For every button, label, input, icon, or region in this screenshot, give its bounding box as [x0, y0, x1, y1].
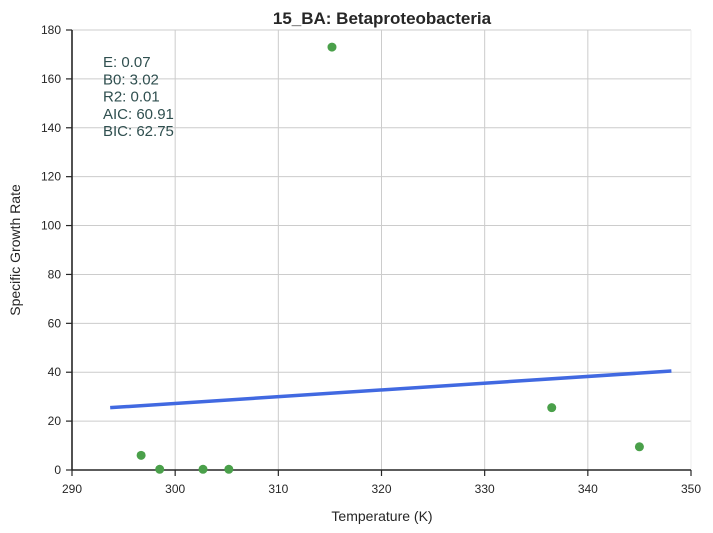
- y-tick-label: 100: [41, 219, 61, 233]
- y-tick-label: 80: [48, 267, 62, 281]
- x-tick-label: 290: [62, 482, 82, 496]
- annotation-line: R2: 0.01: [103, 89, 160, 106]
- ticks-layer: 290 300 310 320 330 340 350 0 20 40 60 80 100 120 140 1…: [41, 23, 701, 496]
- chart-title: 15_BA: Betaproteobacteria: [273, 9, 492, 28]
- grid-layer: [72, 29, 692, 470]
- x-tick-label: 300: [165, 482, 185, 496]
- data-point: [155, 464, 165, 474]
- data-point: [224, 464, 234, 474]
- y-tick-label: 140: [41, 121, 61, 135]
- y-tick-label: 0: [54, 463, 61, 477]
- y-tick-label: 20: [48, 414, 62, 428]
- data-point: [327, 42, 337, 52]
- x-tick-label: 320: [371, 482, 391, 496]
- x-tick-label: 310: [268, 482, 288, 496]
- x-tick-label: 330: [475, 482, 495, 496]
- data-point: [634, 442, 644, 452]
- data-point: [198, 464, 208, 474]
- x-tick-label: 340: [578, 482, 598, 496]
- annotation-line: E: 0.07: [103, 54, 151, 71]
- y-tick-label: 180: [41, 23, 61, 37]
- data-point: [547, 403, 557, 413]
- data-point: [136, 450, 146, 460]
- y-tick-label: 120: [41, 170, 61, 184]
- data-layer: [110, 42, 672, 474]
- fit-line: [110, 369, 672, 410]
- y-tick-label: 160: [41, 72, 61, 86]
- y-axis-label: Specific Growth Rate: [7, 184, 23, 316]
- annotation-line: BIC: 62.75: [103, 123, 174, 140]
- x-tick-label: 350: [681, 482, 701, 496]
- y-tick-label: 40: [48, 365, 62, 379]
- y-tick-label: 60: [48, 316, 62, 330]
- x-axis-label: Temperature (K): [331, 508, 432, 524]
- annotation-line: B0: 3.02: [103, 71, 159, 88]
- annotation-line: AIC: 60.91: [103, 106, 174, 123]
